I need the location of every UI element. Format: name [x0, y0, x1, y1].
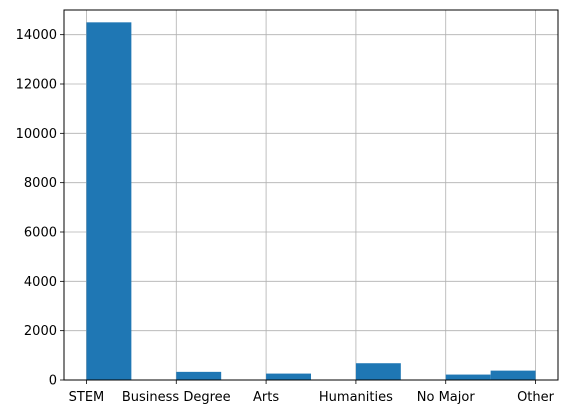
histogram-bar [490, 370, 536, 380]
y-tick-label: 12000 [16, 78, 57, 93]
x-tick-label: Humanities [319, 390, 393, 405]
x-tick-label: Arts [253, 390, 279, 405]
y-tick-label: 8000 [24, 176, 57, 191]
y-tick-label: 6000 [24, 226, 57, 241]
x-tick-label: STEM [69, 390, 105, 405]
y-tick-label: 2000 [24, 324, 57, 339]
grid-lines [64, 10, 558, 381]
histogram-bar [445, 374, 491, 380]
histogram-bar [86, 22, 132, 380]
y-tick-label: 10000 [16, 127, 57, 142]
x-axis-ticks: STEM Business Degree Arts Humanities No Majo… [69, 380, 555, 405]
y-tick-label: 4000 [24, 275, 57, 290]
y-tick-label: 0 [49, 374, 57, 389]
y-axis-ticks: 0 2000 4000 6000 8000 10000 12000 14000 [16, 28, 64, 389]
x-tick-label: No Major [417, 390, 476, 405]
x-tick-label: Business Degree [122, 390, 231, 405]
plot-frame [63, 9, 559, 381]
y-tick-label: 14000 [16, 28, 57, 43]
histogram-bar [176, 371, 222, 380]
histogram-bar [355, 363, 401, 380]
x-tick-label: Other [517, 390, 555, 405]
histogram-bar [266, 373, 311, 380]
bars [86, 22, 536, 380]
